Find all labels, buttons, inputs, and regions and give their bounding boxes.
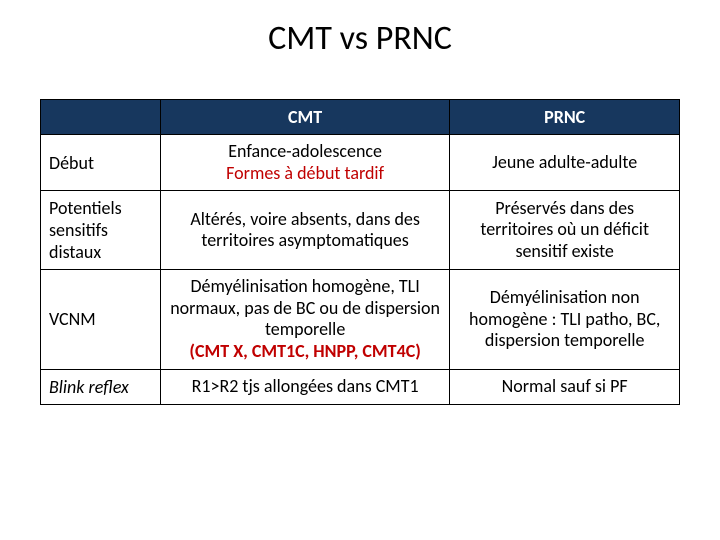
table-row: Potentiels sensitifs distaux Altérés, vo… bbox=[41, 191, 680, 270]
table-row: Blink reflex R1>R2 tjs allongées dans CM… bbox=[41, 369, 680, 404]
table-header-row: CMT PRNC bbox=[41, 100, 680, 135]
row-label-potentiels: Potentiels sensitifs distaux bbox=[41, 191, 161, 270]
page-title: CMT vs PRNC bbox=[0, 0, 720, 99]
header-prnc: PRNC bbox=[450, 100, 680, 135]
cell-vcnm-cmt: Démyélinisation homogène, TLI normaux, p… bbox=[160, 270, 449, 369]
comparison-table: CMT PRNC Début Enfance-adolescence Forme… bbox=[40, 99, 680, 405]
cell-blink-prnc: Normal sauf si PF bbox=[450, 369, 680, 404]
cell-potentiels-cmt: Altérés, voire absents, dans des territo… bbox=[160, 191, 449, 270]
table-row: VCNM Démyélinisation homogène, TLI norma… bbox=[41, 270, 680, 369]
row-label-vcnm: VCNM bbox=[41, 270, 161, 369]
cell-debut-cmt: Enfance-adolescence Formes à début tardi… bbox=[160, 135, 449, 191]
cell-blink-cmt: R1>R2 tjs allongées dans CMT1 bbox=[160, 369, 449, 404]
header-cmt: CMT bbox=[160, 100, 449, 135]
cell-debut-prnc: Jeune adulte-adulte bbox=[450, 135, 680, 191]
cell-text-emphasis: Formes à début tardif bbox=[226, 162, 384, 184]
row-label-blink: Blink reflex bbox=[41, 369, 161, 404]
cell-vcnm-prnc: Démyélinisation non homogène : TLI patho… bbox=[450, 270, 680, 369]
cell-text: Enfance-adolescence bbox=[228, 140, 382, 162]
table-row: Début Enfance-adolescence Formes à début… bbox=[41, 135, 680, 191]
row-label-debut: Début bbox=[41, 135, 161, 191]
cell-text: Démyélinisation homogène, TLI normaux, p… bbox=[170, 275, 440, 340]
cell-text-emphasis: (CMT X, CMT1C, HNPP, CMT4C) bbox=[189, 340, 420, 362]
header-empty-cell bbox=[41, 100, 161, 135]
cell-potentiels-prnc: Préservés dans des territoires où un déf… bbox=[450, 191, 680, 270]
